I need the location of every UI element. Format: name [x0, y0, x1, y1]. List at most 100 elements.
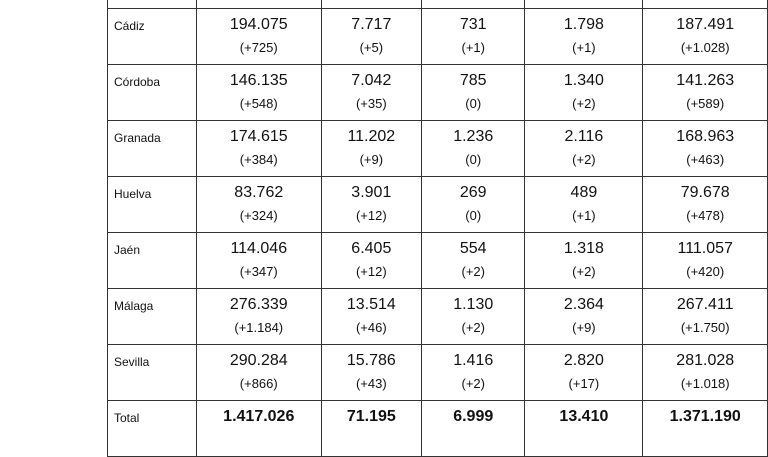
daily-change: (+12) — [355, 264, 387, 279]
table-row: Cádiz 194.075 (+725) 7.717 (+5) 731 (+1) 1.798 (… — [107, 8, 768, 65]
total-value: 1.371.190 — [669, 408, 741, 425]
total-cell: 1.371.190 — [642, 400, 768, 457]
value-cell: 13.514 (+46) — [320, 288, 423, 345]
covid-province-table: Cádiz 194.075 (+725) 7.717 (+5) 731 (+1) 1.798 (… — [107, 0, 768, 457]
table-row: Sevilla 290.284 (+866) 15.786 (+43) 1.416 (+2)… — [107, 344, 768, 401]
value-cell: 15.786 (+43) — [320, 344, 423, 401]
province-name: Sevilla — [107, 344, 197, 401]
value-cell: 187.491 (+1.028) — [642, 8, 768, 65]
value: 146.135 — [229, 72, 288, 89]
value: 174.615 — [229, 128, 288, 145]
value: 489 — [570, 184, 598, 201]
value: 15.786 — [346, 352, 396, 369]
daily-change: (+9) — [572, 320, 596, 335]
value: 6.405 — [351, 240, 392, 257]
value-cell: 7.717 (+5) — [320, 8, 423, 65]
value-cell: 269 (0) — [421, 176, 526, 233]
daily-change: (+384) — [239, 152, 278, 167]
table-row: Jaén 114.046 (+347) 6.405 (+12) 554 (+2) 1.318 (… — [107, 232, 768, 289]
value: 168.963 — [676, 128, 735, 145]
province-name: Málaga — [107, 288, 197, 345]
value: 3.901 — [351, 184, 392, 201]
value-cell: 554 (+2) — [421, 232, 526, 289]
daily-change: (0) — [465, 208, 482, 223]
daily-change: (+1) — [572, 208, 596, 223]
value: 141.263 — [676, 72, 735, 89]
value-cell: 3.901 (+12) — [320, 176, 423, 233]
daily-change: (0) — [465, 96, 482, 111]
value: 187.491 — [676, 16, 735, 33]
value: 731 — [459, 16, 487, 33]
value-cell: 174.615 (+384) — [196, 120, 322, 177]
table-row: Huelva 83.762 (+324) 3.901 (+12) 269 (0) 489 (+1… — [107, 176, 768, 233]
table-row: Granada 174.615 (+384) 11.202 (+9) 1.236 (0) 2.… — [107, 120, 768, 177]
daily-change: (+5) — [359, 40, 384, 55]
province-name: Granada — [107, 120, 197, 177]
daily-change: (+12) — [355, 208, 387, 223]
value-cell: 141.263 (+589) — [642, 64, 768, 121]
value-cell: 290.284 (+866) — [196, 344, 322, 401]
value-cell: 194.075 (+725) — [196, 8, 322, 65]
value: 2.116 — [564, 128, 604, 145]
daily-change: (+347) — [239, 264, 278, 279]
daily-change: (+43) — [355, 376, 387, 391]
value-cell: 83.762 (+324) — [196, 176, 322, 233]
daily-change: (+478) — [686, 208, 725, 223]
daily-change: (+420) — [686, 264, 725, 279]
daily-change: (+548) — [239, 96, 278, 111]
daily-change: (+589) — [686, 96, 725, 111]
value-cell: 276.339 (+1.184) — [196, 288, 322, 345]
value: 1.340 — [563, 72, 604, 89]
daily-change: (+35) — [355, 96, 387, 111]
province-name: Jaén — [107, 232, 197, 289]
value: 554 — [459, 240, 487, 257]
value: 1.798 — [563, 16, 604, 33]
value-cell: 2.820 (+17) — [524, 344, 644, 401]
value: 1.236 — [453, 128, 494, 145]
value: 1.318 — [563, 240, 604, 257]
value: 11.202 — [347, 128, 396, 145]
daily-change: (+2) — [572, 96, 596, 111]
value: 13.514 — [346, 296, 396, 313]
total-value: 71.195 — [346, 408, 396, 425]
province-name: Huelva — [107, 176, 197, 233]
value: 269 — [459, 184, 487, 201]
total-row: Total 1.417.026 71.195 6.999 13.410 1.371.190 — [107, 400, 768, 457]
daily-change: (+9) — [359, 152, 384, 167]
daily-change: (+1.018) — [680, 376, 730, 391]
value-cell: 281.028 (+1.018) — [642, 344, 768, 401]
value-cell: 111.057 (+420) — [642, 232, 768, 289]
value-cell: 7.042 (+35) — [320, 64, 423, 121]
value-cell: 2.116 (+2) — [524, 120, 644, 177]
daily-change: (+1) — [572, 40, 596, 55]
value: 785 — [459, 72, 487, 89]
value: 114.046 — [230, 240, 288, 257]
value: 281.028 — [676, 352, 735, 369]
daily-change: (+2) — [572, 264, 596, 279]
value-cell: 1.236 (0) — [421, 120, 526, 177]
province-name: Córdoba — [107, 64, 197, 121]
value-cell: 785 (0) — [421, 64, 526, 121]
value-cell: 1.798 (+1) — [524, 8, 644, 65]
daily-change: (+2) — [572, 152, 596, 167]
value-cell: 1.416 (+2) — [421, 344, 526, 401]
value-cell: 114.046 (+347) — [196, 232, 322, 289]
province-name: Cádiz — [107, 8, 197, 65]
value-cell: 1.130 (+2) — [421, 288, 526, 345]
daily-change: (+46) — [355, 320, 387, 335]
value: 79.678 — [680, 184, 730, 201]
value-cell: 168.963 (+463) — [642, 120, 768, 177]
value-cell: 11.202 (+9) — [320, 120, 423, 177]
value-cell: 146.135 (+548) — [196, 64, 322, 121]
total-cell: 1.417.026 — [196, 400, 322, 457]
daily-change: (0) — [465, 152, 482, 167]
value-cell: 79.678 (+478) — [642, 176, 768, 233]
daily-change: (+725) — [239, 40, 278, 55]
total-value: 13.410 — [559, 408, 609, 425]
value: 2.820 — [563, 352, 604, 369]
value: 7.717 — [351, 16, 392, 33]
value: 194.075 — [229, 16, 288, 33]
value-cell: 1.318 (+2) — [524, 232, 644, 289]
total-cell: 13.410 — [524, 400, 644, 457]
daily-change: (+1.028) — [680, 40, 730, 55]
